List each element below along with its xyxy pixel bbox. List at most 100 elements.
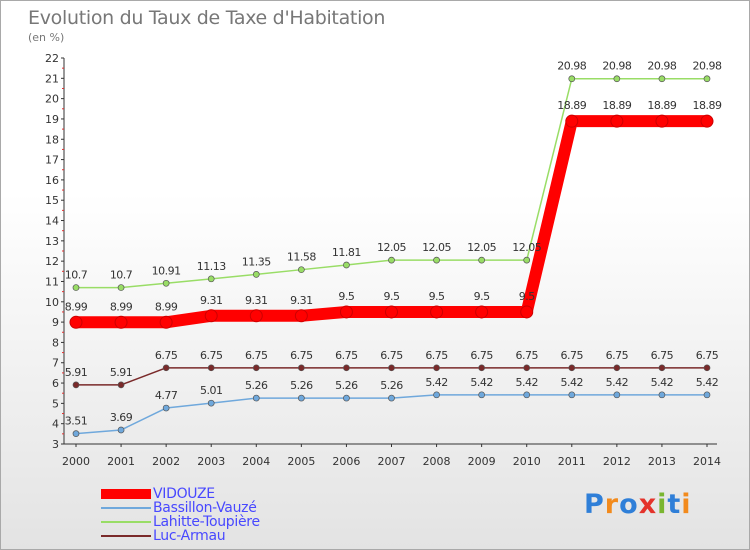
data-label: 9.5 bbox=[474, 290, 490, 303]
data-point bbox=[568, 364, 576, 372]
x-tick-label: 2000 bbox=[62, 455, 90, 468]
data-label: 5.42 bbox=[651, 376, 674, 389]
data-point bbox=[388, 394, 395, 402]
data-label: 9.31 bbox=[200, 294, 223, 307]
data-label: 20.98 bbox=[557, 60, 586, 73]
data-point bbox=[69, 315, 83, 329]
x-tick-label: 2013 bbox=[648, 455, 676, 468]
data-point bbox=[523, 391, 531, 399]
legend-item: Luc-Armau bbox=[101, 529, 260, 543]
data-point bbox=[430, 305, 444, 319]
data-point bbox=[343, 394, 350, 402]
data-label: 18.89 bbox=[602, 99, 631, 112]
y-tick-label: 14 bbox=[45, 215, 59, 228]
y-tick-label: 9 bbox=[52, 316, 59, 329]
data-point bbox=[703, 75, 711, 83]
y-tick-label: 17 bbox=[45, 154, 59, 167]
data-point bbox=[433, 391, 440, 399]
legend-item: Bassillon-Vauzé bbox=[101, 501, 260, 515]
data-label: 18.89 bbox=[693, 99, 722, 112]
data-point bbox=[610, 114, 624, 128]
y-tick-label: 18 bbox=[45, 133, 59, 146]
data-label: 6.75 bbox=[515, 349, 538, 362]
chart-legend: VIDOUZE Bassillon-Vauzé Lahitte-Toupière Lu… bbox=[101, 487, 260, 543]
y-tick-label: 6 bbox=[52, 377, 59, 390]
x-tick-label: 2012 bbox=[603, 455, 631, 468]
data-label: 8.99 bbox=[65, 300, 88, 313]
logo-letter: P bbox=[584, 489, 605, 520]
data-point bbox=[72, 381, 80, 389]
data-label: 6.75 bbox=[245, 349, 268, 362]
data-point bbox=[568, 75, 576, 83]
y-tick-label: 20 bbox=[45, 93, 59, 106]
logo-letter: i bbox=[657, 489, 668, 520]
data-point bbox=[613, 75, 621, 83]
data-point bbox=[385, 305, 398, 319]
x-tick-label: 2014 bbox=[693, 455, 721, 468]
data-point bbox=[568, 391, 576, 399]
data-label: 3.69 bbox=[110, 411, 133, 424]
data-label: 6.75 bbox=[155, 349, 178, 362]
x-tick-label: 2002 bbox=[152, 455, 180, 468]
data-label: 6.75 bbox=[696, 349, 719, 362]
data-label: 6.75 bbox=[651, 349, 674, 362]
data-point bbox=[478, 256, 485, 264]
data-label: 11.13 bbox=[197, 260, 226, 273]
data-label: 5.42 bbox=[425, 376, 448, 389]
data-label: 3.51 bbox=[65, 415, 88, 428]
data-point bbox=[613, 364, 621, 372]
data-point bbox=[249, 309, 263, 323]
data-label: 12.05 bbox=[422, 241, 451, 254]
data-label: 5.26 bbox=[380, 379, 403, 392]
data-point bbox=[252, 394, 260, 402]
legend-swatch bbox=[101, 521, 151, 523]
data-label: 20.98 bbox=[693, 60, 722, 73]
data-label: 10.7 bbox=[65, 269, 88, 282]
data-label: 9.5 bbox=[429, 290, 445, 303]
x-tick-label: 2010 bbox=[513, 455, 541, 468]
data-point bbox=[388, 364, 395, 372]
y-unit-label: (en %) bbox=[28, 31, 65, 44]
data-point bbox=[478, 391, 485, 399]
data-label: 11.81 bbox=[332, 246, 361, 259]
data-label: 5.42 bbox=[561, 376, 584, 389]
legend-label: Luc-Armau bbox=[153, 528, 226, 544]
data-label: 9.31 bbox=[245, 294, 268, 307]
x-tick-label: 2009 bbox=[468, 455, 496, 468]
data-point bbox=[478, 364, 485, 372]
data-point bbox=[565, 114, 579, 128]
data-label: 5.91 bbox=[110, 366, 133, 379]
data-point bbox=[343, 364, 350, 372]
data-point bbox=[339, 305, 353, 319]
data-label: 5.42 bbox=[696, 376, 719, 389]
data-point bbox=[613, 391, 621, 399]
data-label: 11.35 bbox=[242, 255, 271, 268]
y-tick-label: 22 bbox=[45, 52, 59, 65]
x-tick-label: 2006 bbox=[332, 455, 360, 468]
data-label: 6.75 bbox=[380, 349, 403, 362]
data-point bbox=[343, 261, 350, 269]
data-label: 10.7 bbox=[110, 269, 133, 282]
data-point bbox=[703, 364, 711, 372]
data-point bbox=[117, 426, 125, 434]
data-point bbox=[655, 114, 669, 128]
data-label: 6.75 bbox=[200, 349, 223, 362]
data-point bbox=[703, 391, 711, 399]
logo-letter: o bbox=[619, 489, 639, 520]
legend-swatch bbox=[101, 489, 151, 499]
logo-letter: x bbox=[638, 489, 658, 520]
data-point bbox=[207, 399, 215, 407]
data-label: 6.75 bbox=[290, 349, 313, 362]
data-point bbox=[162, 279, 170, 287]
x-tick-label: 2008 bbox=[423, 455, 451, 468]
data-label: 9.5 bbox=[338, 290, 354, 303]
data-point bbox=[162, 364, 170, 372]
data-label: 5.42 bbox=[470, 376, 493, 389]
legend-label: Bassillon-Vauzé bbox=[153, 500, 257, 516]
data-point bbox=[475, 305, 489, 319]
y-tick-label: 5 bbox=[52, 397, 59, 410]
data-label: 9.5 bbox=[384, 290, 400, 303]
data-label: 8.99 bbox=[155, 300, 178, 313]
data-label: 8.99 bbox=[110, 300, 133, 313]
